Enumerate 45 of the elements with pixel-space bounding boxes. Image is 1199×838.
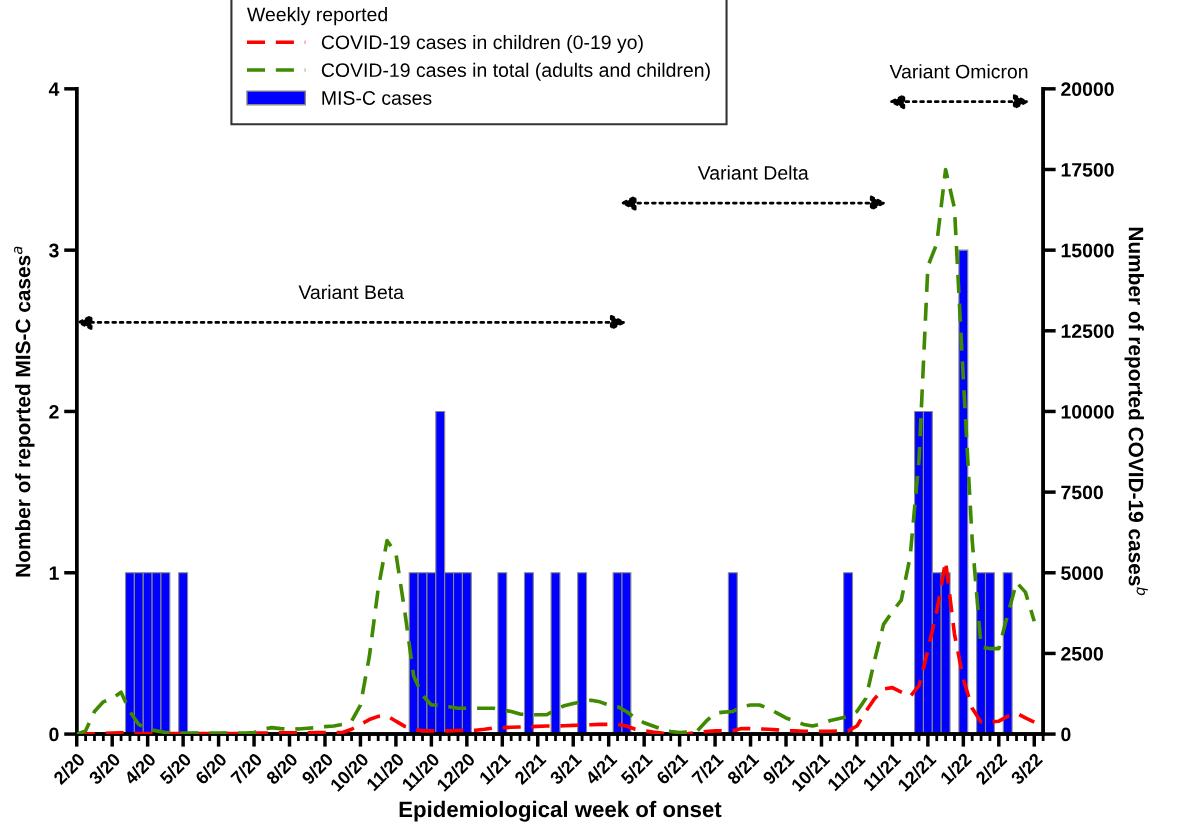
y-axis-title: Nomber of reported MIS-C cases$^{a}$	[14, 246, 35, 577]
x-tick-label: 3/21	[548, 751, 583, 786]
x-tick-label: 5/21	[619, 751, 654, 786]
x-tick-label: 4/20	[123, 751, 157, 786]
y2-tick-label: 2500	[1061, 646, 1103, 661]
x-tick-label: 8/21	[726, 751, 760, 786]
y2-tick-label: 12500	[1061, 324, 1114, 339]
y-tick-label: 4	[48, 82, 60, 96]
x-tick-label: 7/21	[690, 751, 725, 786]
bar	[550, 572, 561, 735]
bar	[577, 572, 588, 735]
x-tick-label: 3/20	[87, 751, 122, 786]
bar	[523, 572, 534, 735]
y2-tick-label: 20000	[1061, 82, 1114, 97]
text: Variant Omicron	[889, 64, 1028, 79]
bar	[843, 572, 854, 735]
bar	[1002, 572, 1013, 735]
y2-tick-label: 0	[1061, 727, 1071, 742]
y-tick-label: 3	[49, 243, 59, 258]
annotation: Variant Delta	[697, 165, 809, 180]
x-tick-label: 7/20	[229, 751, 264, 786]
x-tick-label: 5/20	[158, 751, 193, 786]
x-tick-label: 8/20	[265, 751, 299, 786]
annotation: Variant Beta	[298, 284, 404, 300]
y2-tick-label: 17500	[1061, 162, 1114, 177]
legend-label: COVID-19 cases in total (adults and children)	[321, 62, 710, 81]
y2-tick-label: 15000	[1061, 243, 1114, 258]
bar	[178, 572, 189, 735]
legend-label: MIS-C cases	[322, 91, 432, 105]
legend-title: Weekly reported	[247, 7, 387, 26]
y-tick-label: 2	[49, 404, 59, 419]
bar	[727, 572, 738, 735]
y2-tick-label: 7500	[1061, 485, 1103, 500]
x-tick-label: 6/20	[194, 751, 228, 786]
line-series	[76, 167, 1037, 735]
y2-axis-title: Number of reported COVID-19 cases$^{b}$	[1124, 227, 1148, 596]
legend-label: COVID-19 cases in children (0-19 yo)	[321, 34, 643, 54]
y2-tick-label: 10000	[1061, 404, 1114, 419]
x-tick-label: 4/21	[584, 751, 618, 786]
bar	[497, 572, 508, 735]
x-axis-title: Epidemiological week of onset	[399, 800, 722, 822]
y-tick-label: 1	[49, 566, 59, 580]
x-tick-label: 6/21	[655, 751, 689, 786]
y-tick-label: 0	[49, 727, 59, 742]
y2-tick-label: 5000	[1061, 566, 1103, 581]
